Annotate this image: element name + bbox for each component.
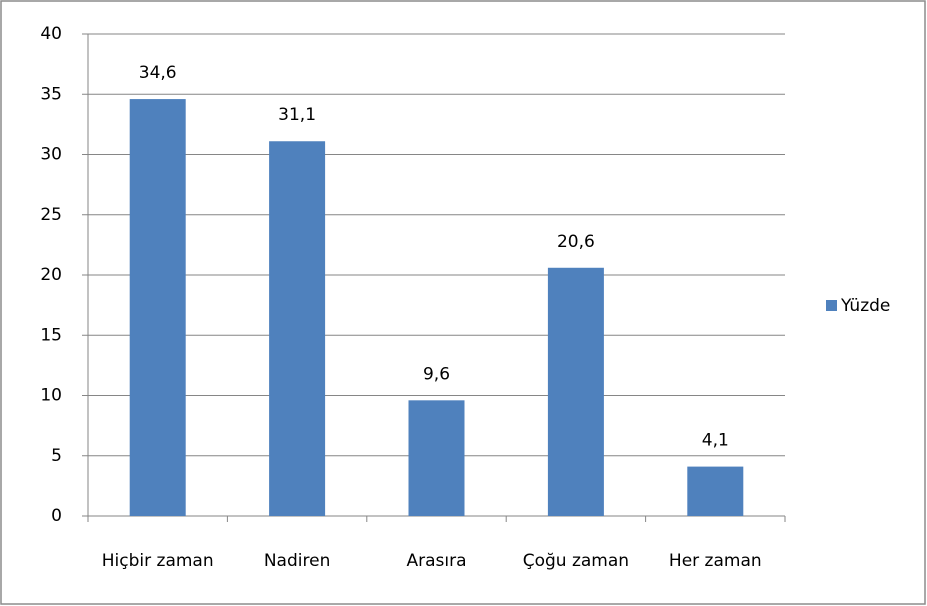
data-label: 4,1 [702,431,729,451]
data-label: 9,6 [423,364,450,384]
data-label: 31,1 [278,105,316,125]
bar [408,400,465,516]
bar [129,99,186,516]
y-tick-label: 15 [40,325,62,345]
y-tick-label: 40 [40,24,62,44]
data-label: 20,6 [557,232,595,252]
legend-swatch [826,300,837,311]
x-tick-label: Arasıra [406,551,466,571]
legend-label: Yüzde [840,296,890,316]
y-tick-label: 10 [40,386,62,406]
data-label: 34,6 [139,63,177,83]
x-tick-label: Hiçbir zaman [102,551,214,571]
x-tick-label: Her zaman [669,551,762,571]
y-tick-label: 5 [51,446,62,466]
y-tick-label: 30 [40,145,62,165]
y-tick-label: 35 [40,84,62,104]
y-tick-label: 25 [40,205,62,225]
y-tick-label: 20 [40,265,62,285]
bar [269,141,326,516]
bar [547,267,604,516]
y-tick-label: 0 [51,506,62,526]
x-tick-label: Nadiren [264,551,331,571]
x-tick-label: Çoğu zaman [523,551,629,571]
bar [687,466,744,516]
